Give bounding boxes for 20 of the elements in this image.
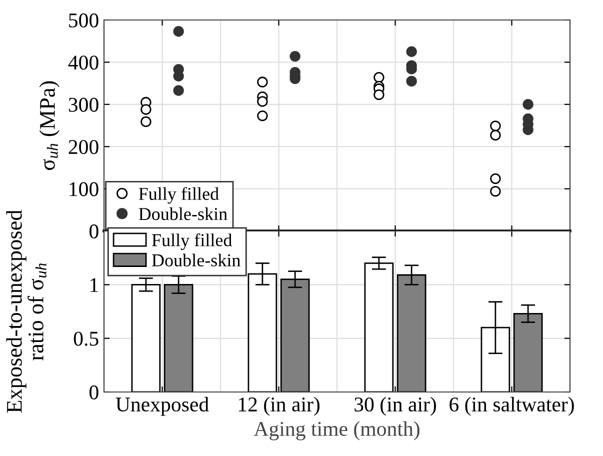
x-axis-title: Aging time (month) <box>254 421 420 440</box>
y-axis-title: σ$_{uh}$ (MPa) <box>39 81 60 170</box>
legend-label: Double-skin <box>152 254 240 266</box>
x-tick-label: 30 (in air) <box>354 396 436 416</box>
y-tick-label: 200 <box>68 140 98 154</box>
x-tick-label: Unexposed <box>116 396 209 416</box>
legend-label: Double-skin <box>138 207 228 220</box>
legend-label: Fully filled <box>138 187 219 204</box>
y-tick-label: 0 <box>90 385 98 400</box>
y-tick-label: 300 <box>68 98 98 112</box>
y-tick-label: 1 <box>90 278 98 292</box>
y-tick-label: 0 <box>90 224 98 238</box>
x-tick-label: 6 (in saltwater) <box>450 396 574 416</box>
y-tick-label: 500 <box>69 13 98 28</box>
legend-label: Fully filled <box>152 233 232 250</box>
y-tick-label: 0.5 <box>74 332 98 346</box>
y-axis-title: Exposed-to-unexposed ratio of σ$_{uh}$ <box>6 210 46 413</box>
y-tick-label: 100 <box>70 182 98 196</box>
x-tick-label: 12 (in air) <box>238 396 320 416</box>
y-tick-label: 400 <box>68 56 98 70</box>
